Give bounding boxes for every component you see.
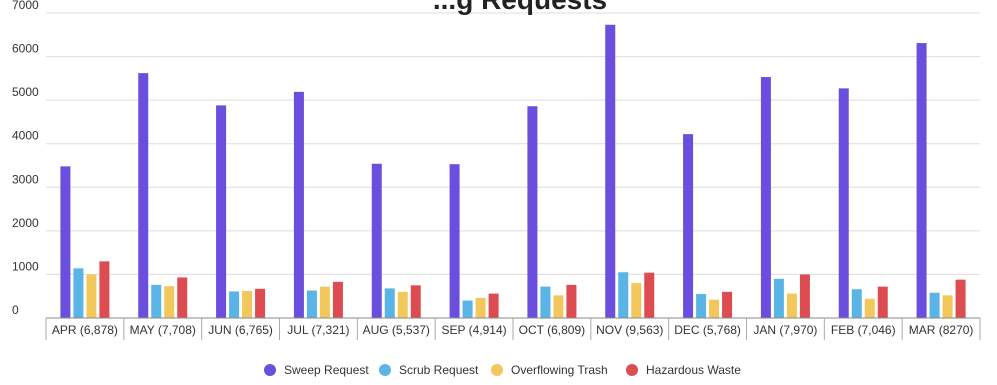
bar-sweep-request [216,105,227,318]
bar-sweep-request [838,88,849,318]
x-tick-label: MAY (7,708) [130,323,196,337]
bar-sweep-request [138,73,149,318]
bar-hazardous-waste [644,272,655,318]
x-tick-label: APR (6,878) [52,323,118,337]
bar-hazardous-waste [488,293,499,318]
bar-scrub-request [540,286,551,318]
y-tick-label: 6000 [12,42,39,56]
bars [60,24,966,319]
bar-overflowing-trash [319,286,330,318]
bar-overflowing-trash [709,299,720,318]
bar-sweep-request [527,106,538,318]
bar-overflowing-trash [475,297,486,318]
bar-hazardous-waste [566,284,577,318]
bar-overflowing-trash [942,295,953,318]
bar-overflowing-trash [864,298,875,318]
bar-sweep-request [371,163,382,318]
legend-swatch [626,364,638,376]
bar-sweep-request [683,134,694,318]
bar-sweep-request [760,77,771,318]
bar-sweep-request [293,91,304,318]
bar-scrub-request [851,289,862,318]
bar-hazardous-waste [332,281,343,318]
bar-hazardous-waste [99,261,110,318]
bar-scrub-request [773,278,784,318]
bar-scrub-request [929,292,940,318]
x-tick-label: JUN (6,765) [208,323,273,337]
x-tick-label: FEB (7,046) [831,323,896,337]
x-tick-label: OCT (6,809) [519,323,585,337]
y-tick-label: 5000 [12,85,39,99]
chart-title: ...g Requests [433,0,607,15]
legend-swatch [491,364,503,376]
y-tick-label: 1000 [12,259,39,273]
bar-sweep-request [60,166,71,318]
gridlines [46,12,980,275]
x-tick-label: JUL (7,321) [287,323,349,337]
bar-scrub-request [229,291,240,318]
bar-hazardous-waste [722,291,733,318]
bar-scrub-request [462,300,473,318]
x-tick-label: AUG (5,537) [363,323,430,337]
y-tick-label: 7000 [12,0,39,12]
y-axis-ticks: 0 1000 2000 3000 4000 5000 6000 7000 [12,0,39,317]
x-tick-label: DEC (5,768) [674,323,741,337]
bar-hazardous-waste [955,279,966,318]
bar-overflowing-trash [164,286,175,318]
bar-hazardous-waste [255,288,266,318]
bar-overflowing-trash [553,295,564,318]
x-tick-label: NOV (9,563) [596,323,663,337]
y-tick-label: 3000 [12,172,39,186]
y-tick-label: 0 [12,303,19,317]
x-tick-label: SEP (4,914) [442,323,507,337]
bar-hazardous-waste [799,274,810,318]
bar-overflowing-trash [397,291,408,318]
bar-overflowing-trash [242,290,253,318]
y-tick-label: 4000 [12,129,39,143]
bar-overflowing-trash [786,293,797,318]
bar-scrub-request [618,272,629,318]
bar-scrub-request [306,290,317,318]
legend-label: Sweep Request [284,363,369,377]
x-axis: APR (6,878) MAY (7,708) JUN (6,765) JUL (7,… [45,317,981,340]
bar-hazardous-waste [877,286,888,318]
bar-scrub-request [696,294,707,318]
bar-overflowing-trash [86,274,97,318]
legend-swatch [264,364,276,376]
bar-sweep-request [449,164,460,318]
y-tick-label: 2000 [12,216,39,230]
legend-label: Overflowing Trash [511,363,608,377]
x-tick-label: JAN (7,970) [753,323,817,337]
bar-overflowing-trash [631,283,642,318]
legend-label: Scrub Request [399,363,479,377]
bar-hazardous-waste [177,277,188,318]
bar-sweep-request [605,24,616,319]
bar-scrub-request [73,268,84,318]
legend: Sweep Request Scrub Request Overflowing Tr… [264,363,741,377]
legend-swatch [379,364,391,376]
bar-sweep-request [916,43,927,319]
bar-scrub-request [384,288,395,318]
legend-label: Hazardous Waste [646,363,741,377]
bar-hazardous-waste [410,285,421,318]
x-tick-label: MAR (8270) [909,323,974,337]
bar-scrub-request [151,284,162,318]
